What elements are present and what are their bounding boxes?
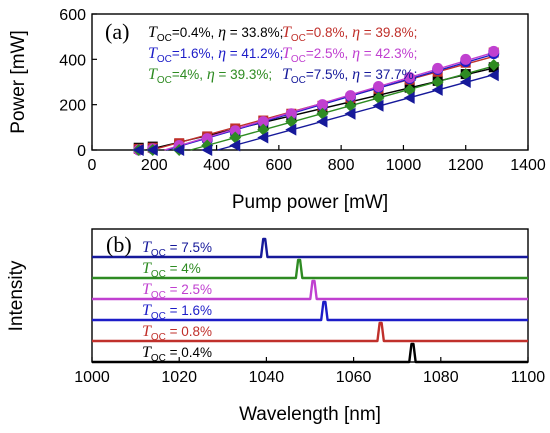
panel-a-plot-frame	[91, 13, 529, 151]
panel-a-data-point	[488, 45, 500, 57]
panel-a-data-point	[372, 91, 385, 104]
panel-b-series-label: TOC = 7.5%	[142, 239, 212, 259]
panel-a-data-point	[373, 81, 385, 93]
panel-a-x-tick-label: 400	[203, 157, 230, 174]
panel-a-label: (a)	[105, 19, 129, 44]
panel-a-x-tick-label: 0	[88, 157, 97, 174]
panel-a-y-tick-label: 0	[77, 143, 86, 160]
panel-b-y-axis-label: Intensity	[6, 260, 27, 331]
panel-b-series-label: TOC = 0.8%	[142, 323, 212, 343]
panel-a-data-point	[487, 59, 500, 71]
panel-a-legend: TOC=0.4%, η = 33.8%;TOC=0.8%, η = 39.8%;…	[148, 24, 417, 86]
panel-a-x-tick-label: 1400	[510, 157, 546, 174]
panel-a-legend-entry: TOC=0.8%, η = 39.8%;	[282, 24, 417, 44]
panel-a-data-point	[229, 139, 241, 152]
panel-b-series-label: TOC = 1.6%	[142, 302, 212, 322]
panel-a-data-point	[431, 83, 443, 96]
panel-a-data-point	[285, 108, 297, 120]
panel-a-y-axis-label: Power [mW]	[8, 30, 29, 133]
panel-a-data-point	[146, 144, 158, 156]
panel-b-spectrum-line	[92, 342, 528, 364]
panel-a-data-point	[229, 125, 241, 137]
panel-a-data-point	[201, 144, 213, 156]
panel-a-data-point	[344, 107, 356, 120]
panel-a-ticks: 0 200 400 600 800 1000 1200 1400 0 200 400 600	[59, 7, 546, 174]
panel-a-y-tick-label: 400	[59, 52, 86, 69]
panel-b-series-labels: TOC = 7.5%TOC = 4%TOC = 2.5%TOC = 1.6%TO…	[142, 239, 212, 364]
panel-a-data-point	[316, 99, 328, 111]
panel-a-legend-entry: TOC=1.6%, η = 41.2%;	[148, 45, 283, 65]
panel-a-fit-line	[217, 74, 494, 151]
panel-a-fit-line	[190, 65, 494, 151]
panel-a-x-tick-label: 600	[266, 157, 293, 174]
panel-a-legend-entry: TOC=4%, η = 39.3%;	[148, 66, 272, 86]
panel-b-spectrum-line	[92, 321, 528, 343]
panel-a-data-point	[132, 144, 144, 156]
panel-a-data-point	[229, 131, 242, 144]
panel-b-series-label: TOC = 0.4%	[142, 344, 212, 364]
panel-a-x-axis-label: Pump power [mW]	[232, 192, 388, 213]
panel-a-data-point	[372, 99, 384, 112]
panel-a-y-tick-label: 600	[59, 7, 86, 24]
panel-b-x-tick-label: 1080	[423, 369, 459, 386]
panel-a-data-point	[432, 62, 444, 74]
panel-a-markers	[132, 45, 500, 156]
panel-b-x-tick-label: 1020	[161, 369, 197, 386]
panel-a-data-point	[316, 115, 328, 128]
panel-a-data-point	[459, 68, 472, 81]
panel-b-series-label: TOC = 2.5%	[142, 281, 212, 301]
panel-a-x-tick-label: 200	[141, 157, 168, 174]
panel-b-label: (b)	[106, 232, 132, 257]
panel-a-data-point	[316, 107, 329, 120]
panel-b-x-tick-label: 1100	[511, 369, 546, 386]
panel-b-x-axis-label: Wavelength [nm]	[239, 404, 381, 425]
panel-a-x-tick-label: 1000	[386, 157, 422, 174]
panel-a-data-point	[257, 123, 270, 136]
panel-a-data-point	[403, 91, 415, 104]
panel-a-data-point	[487, 69, 499, 82]
panel-a-data-point	[257, 131, 269, 144]
panel-a-data-point	[431, 76, 444, 88]
panel-a-y-tick-label: 200	[59, 98, 86, 115]
panel-a-legend-entry: TOC=0.4%, η = 33.8%;	[148, 24, 283, 44]
panel-b-spectra-chart: 1000 1020 1040 1060 1080 1100 (b) TOC = 7.5%T…	[6, 228, 546, 425]
panel-b-spectrum-line	[92, 300, 528, 322]
panel-b-x-tick-label: 1040	[249, 369, 285, 386]
panel-a-data-point	[459, 76, 471, 88]
panel-a-data-point	[344, 90, 356, 102]
panel-a-legend-entry: TOC=7.5%, η = 37.7%;	[282, 66, 417, 86]
panel-a-x-tick-label: 800	[328, 157, 355, 174]
panel-a-data-point	[460, 53, 472, 65]
panel-b-spectra	[92, 237, 528, 364]
panel-a-data-point	[404, 71, 416, 83]
panel-a-data-point	[257, 116, 269, 128]
panel-a-legend-entry: TOC=2.5%, η = 42.3%;	[282, 45, 417, 65]
panel-a-data-point	[285, 115, 298, 128]
panel-b-spectrum-line	[92, 258, 528, 280]
panel-a-data-point	[285, 123, 297, 136]
panel-b-series-label: TOC = 4%	[142, 260, 201, 280]
panel-a-data-point	[173, 144, 185, 156]
panel-b-spectrum-line	[92, 279, 528, 301]
panel-b-x-tick-label: 1000	[74, 369, 110, 386]
panel-a-data-point	[344, 99, 357, 112]
panel-a-data-point	[201, 133, 213, 145]
panel-b-x-tick-label: 1060	[336, 369, 372, 386]
panel-a-x-tick-label: 1200	[448, 157, 484, 174]
panel-b-spectrum-line	[92, 237, 528, 259]
panel-a-data-point	[403, 83, 416, 96]
